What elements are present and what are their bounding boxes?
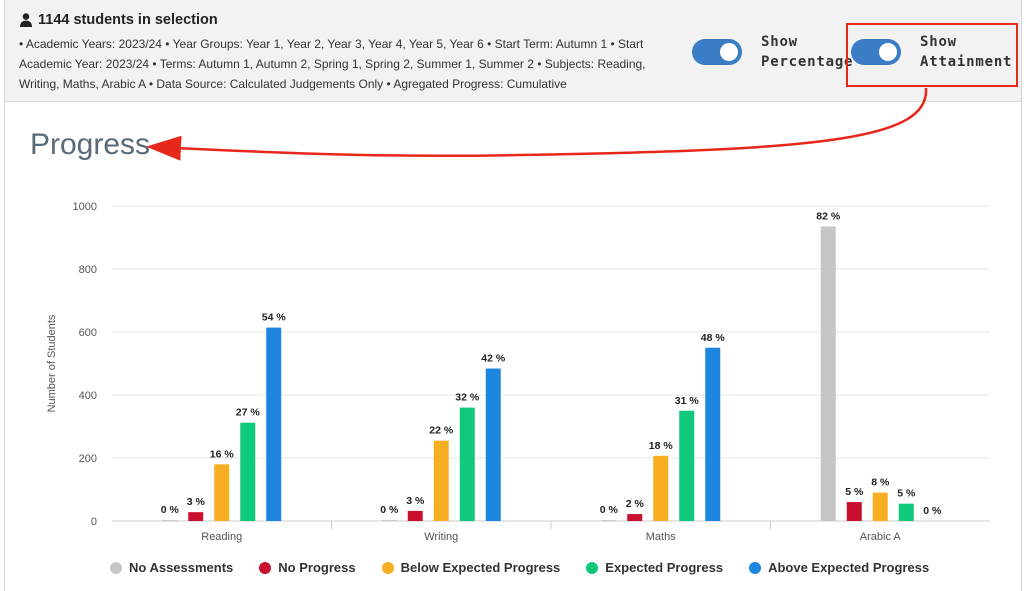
legend-item-no-progress[interactable]: No Progress [259, 560, 356, 575]
legend-dot-icon [259, 561, 272, 574]
bar-expected [679, 410, 695, 521]
y-tick-label: 600 [79, 327, 97, 339]
bar-expected [898, 503, 914, 521]
y-axis-title: Number of Students [46, 314, 58, 412]
bar-below-expected [433, 440, 449, 521]
data-label: 16 % [210, 448, 235, 460]
bar-no-assessments [162, 520, 178, 521]
data-label: 5 % [897, 488, 916, 500]
legend-item-above-expected[interactable]: Above Expected Progress [749, 560, 929, 575]
legend-label: Below Expected Progress [400, 560, 561, 575]
data-label: 0 % [923, 505, 942, 517]
bar-below-expected [653, 455, 669, 521]
data-label: 42 % [481, 353, 506, 365]
bar-below-expected [872, 492, 888, 521]
data-label: 0 % [380, 504, 399, 516]
data-label: 32 % [455, 392, 480, 404]
category-label: Writing [424, 531, 458, 543]
toggle-label-line: Attainment [920, 54, 1013, 70]
data-label: 22 % [429, 425, 454, 437]
bar-expected [459, 407, 475, 521]
bar-no-assessments [601, 520, 617, 521]
bar-above-expected [705, 347, 721, 521]
data-label: 3 % [187, 496, 206, 508]
bar-no-progress [407, 510, 423, 521]
y-tick-label: 800 [79, 264, 97, 276]
show-attainment-toggle[interactable] [851, 39, 901, 65]
legend-label: No Assessments [129, 560, 234, 575]
data-label: 8 % [871, 477, 890, 489]
bar-no-assessments [820, 226, 836, 521]
data-label: 0 % [600, 504, 619, 516]
legend-item-expected[interactable]: Expected Progress [586, 560, 723, 575]
y-tick-label: 0 [91, 516, 97, 528]
y-tick-label: 1000 [73, 201, 97, 213]
data-label: 48 % [701, 332, 726, 344]
bar-no-assessments [381, 520, 397, 521]
section-title: Progress [30, 128, 151, 161]
data-label: 3 % [406, 495, 425, 507]
bar-expected [240, 422, 256, 521]
y-tick-label: 200 [79, 453, 97, 465]
category-label: Reading [201, 531, 242, 543]
show-attainment-label: Show Attainment [920, 32, 1012, 72]
user-icon [20, 13, 32, 27]
legend-dot-icon [381, 561, 394, 574]
bar-below-expected [214, 464, 230, 521]
legend-dot-icon [586, 561, 599, 574]
toggle-label-line: Show [920, 34, 957, 50]
data-label: 18 % [649, 440, 674, 452]
legend-dot-icon [110, 561, 122, 574]
bar-no-progress [188, 512, 204, 521]
data-label: 54 % [262, 312, 287, 324]
annotation-highlight-box [846, 23, 1018, 87]
category-label: Maths [646, 531, 676, 543]
selection-summary: 1144 students in selection [20, 12, 218, 28]
category-label: Arabic A [860, 531, 902, 543]
data-label: 27 % [236, 407, 261, 419]
legend-label: Expected Progress [605, 560, 724, 575]
chart-legend: No Assessments No Progress Below Expected … [110, 560, 929, 575]
data-label: 2 % [626, 498, 645, 510]
bar-above-expected [485, 368, 501, 521]
filter-summary: • Academic Years: 2023/24 • Year Groups:… [19, 37, 646, 91]
toggle-label-line: Show [761, 34, 798, 50]
bar-no-progress [627, 514, 643, 521]
selection-title: 1144 students in selection [38, 12, 218, 28]
data-label: 5 % [845, 486, 864, 498]
legend-item-below-expected[interactable]: Below Expected Progress [381, 560, 561, 575]
legend-label: No Progress [278, 560, 356, 575]
show-percentage-toggle[interactable] [692, 39, 742, 65]
toggle-knob [879, 43, 897, 61]
legend-label: Above Expected Progress [768, 560, 930, 575]
annotation-arrow [146, 87, 928, 161]
data-label: 31 % [675, 395, 700, 407]
bar-above-expected [266, 327, 282, 521]
toggle-knob [720, 43, 738, 61]
show-percentage-label: Show Percentage [761, 32, 853, 72]
bar-no-progress [846, 502, 862, 521]
toggle-label-line: Percentage [761, 54, 854, 70]
y-tick-label: 400 [79, 390, 97, 402]
data-label: 82 % [816, 210, 841, 222]
legend-item-no-assessments[interactable]: No Assessments [110, 560, 233, 575]
legend-dot-icon [749, 561, 762, 574]
page-frame [4, 0, 1022, 591]
data-label: 0 % [161, 504, 180, 516]
